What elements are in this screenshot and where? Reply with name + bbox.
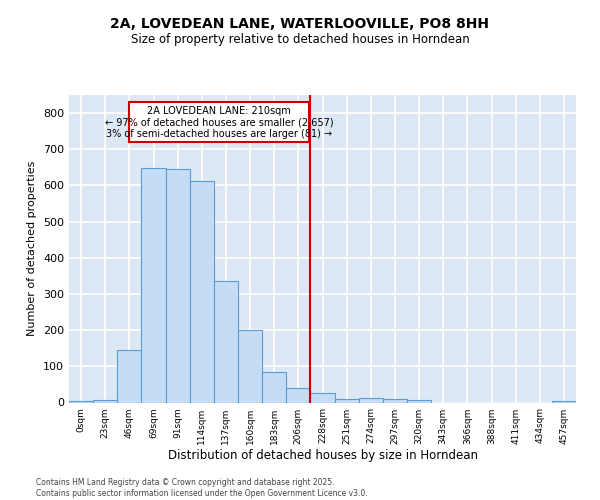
Bar xyxy=(214,282,238,403)
Bar xyxy=(69,400,93,402)
Bar xyxy=(238,330,262,402)
Bar xyxy=(130,102,309,142)
Y-axis label: Number of detached properties: Number of detached properties xyxy=(28,161,37,336)
Bar xyxy=(117,350,142,403)
Bar xyxy=(93,400,117,402)
Bar xyxy=(142,168,166,402)
Text: Contains HM Land Registry data © Crown copyright and database right 2025.
Contai: Contains HM Land Registry data © Crown c… xyxy=(36,478,368,498)
Bar xyxy=(310,394,335,402)
Bar xyxy=(383,399,407,402)
Text: 2A, LOVEDEAN LANE, WATERLOOVILLE, PO8 8HH: 2A, LOVEDEAN LANE, WATERLOOVILLE, PO8 8H… xyxy=(110,18,490,32)
Bar xyxy=(552,400,576,402)
Bar xyxy=(190,181,214,402)
Bar xyxy=(359,398,383,402)
Bar xyxy=(286,388,310,402)
X-axis label: Distribution of detached houses by size in Horndean: Distribution of detached houses by size … xyxy=(167,450,478,462)
Text: Size of property relative to detached houses in Horndean: Size of property relative to detached ho… xyxy=(131,32,469,46)
Bar xyxy=(335,399,359,402)
Bar xyxy=(166,169,190,402)
Text: 2A LOVEDEAN LANE: 210sqm
← 97% of detached houses are smaller (2,657)
3% of semi: 2A LOVEDEAN LANE: 210sqm ← 97% of detach… xyxy=(105,106,334,138)
Bar xyxy=(262,372,286,402)
Bar xyxy=(407,400,431,402)
